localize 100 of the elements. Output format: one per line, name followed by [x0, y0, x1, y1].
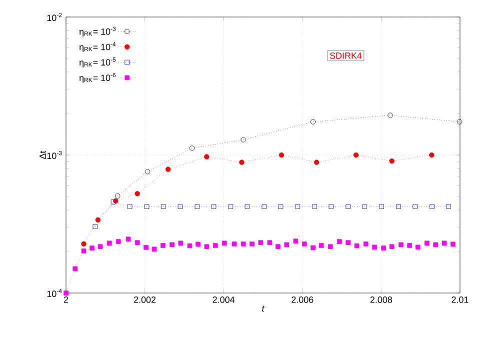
point: [295, 204, 300, 209]
point: [81, 248, 86, 254]
point: [302, 241, 307, 246]
y-tick-label: 10$^{-3}$: [47, 150, 62, 160]
point: [354, 243, 360, 248]
point: [127, 204, 132, 209]
point: [346, 204, 350, 209]
y-tick-label: 10$^{-4}$: [47, 289, 62, 298]
point: [276, 244, 280, 249]
point: [450, 242, 456, 247]
point: [126, 236, 131, 242]
point: [362, 204, 368, 209]
point: [278, 204, 284, 209]
point: [170, 242, 174, 248]
point: [178, 240, 184, 246]
point: [318, 243, 324, 248]
point: [433, 242, 438, 248]
point: [134, 191, 140, 196]
point: [407, 243, 412, 248]
point: [396, 204, 401, 209]
point: [106, 240, 112, 246]
point: [222, 240, 227, 246]
point: [187, 243, 192, 248]
point: [363, 241, 368, 246]
point: [337, 239, 342, 244]
point: [284, 242, 290, 248]
x-tick-label: 2.002: [134, 296, 156, 303]
point: [212, 243, 218, 248]
point: [312, 204, 318, 209]
point: [204, 154, 210, 160]
point: [72, 266, 78, 272]
point: [415, 244, 420, 250]
point: [429, 152, 434, 158]
point: [250, 241, 254, 246]
x-tick-label: 2.004: [212, 296, 235, 303]
y-tick-label: 10$^{-2}$: [47, 12, 62, 22]
x-axis-title: t: [262, 306, 265, 312]
point: [388, 112, 393, 118]
x-tick-label: 2.008: [370, 296, 392, 303]
point: [189, 146, 195, 151]
point: [310, 245, 316, 250]
point: [328, 204, 334, 209]
point: [244, 204, 250, 209]
x-tick-label: 2.01: [452, 296, 468, 303]
point: [346, 240, 350, 245]
point: [196, 242, 200, 247]
y-axis-title: Δt: [40, 150, 46, 159]
legend-label: η$_{RK}$= 10$^{-5}$: [80, 58, 116, 68]
point: [446, 204, 451, 209]
point: [239, 160, 244, 165]
point: [116, 239, 121, 244]
point: [134, 240, 140, 245]
legend-label: η$_{RK}$= 10$^{-3}$: [80, 26, 116, 37]
point: [98, 244, 103, 249]
point: [389, 244, 394, 249]
point: [152, 246, 157, 252]
point: [81, 241, 86, 246]
point: [144, 169, 150, 174]
point: [211, 204, 216, 209]
point: [372, 244, 377, 250]
point: [457, 119, 462, 124]
point: [95, 217, 101, 222]
point: [412, 204, 418, 209]
legend-label: η$_{RK}$= 10$^{-6}$: [80, 72, 116, 83]
point: [64, 290, 68, 296]
point: [381, 246, 386, 250]
annotation: SDIRK4: [330, 52, 362, 59]
point: [328, 244, 333, 249]
point: [240, 241, 246, 246]
point: [398, 242, 404, 248]
point: [92, 224, 98, 229]
point: [442, 240, 447, 246]
point: [228, 204, 234, 209]
point: [293, 238, 298, 244]
point: [160, 204, 166, 209]
point: [90, 246, 94, 250]
x-tick-label: 2: [64, 296, 68, 303]
point: [240, 137, 246, 142]
point: [165, 166, 171, 172]
point: [258, 240, 264, 245]
point: [194, 204, 200, 209]
point: [115, 193, 120, 199]
legend-label: η$_{RK}$= 10$^{-4}$: [80, 42, 116, 52]
point: [389, 158, 394, 164]
point: [310, 119, 316, 124]
point: [424, 240, 430, 246]
point: [204, 244, 210, 249]
point: [232, 241, 237, 246]
x-tick-label: 2.006: [292, 296, 314, 303]
point: [267, 240, 272, 245]
point: [160, 243, 166, 248]
point: [278, 152, 284, 158]
point: [379, 204, 384, 209]
point: [430, 204, 434, 209]
point: [314, 160, 320, 165]
point: [262, 204, 267, 209]
point: [144, 204, 150, 209]
point: [353, 152, 359, 158]
point: [110, 200, 116, 204]
point: [178, 204, 183, 209]
